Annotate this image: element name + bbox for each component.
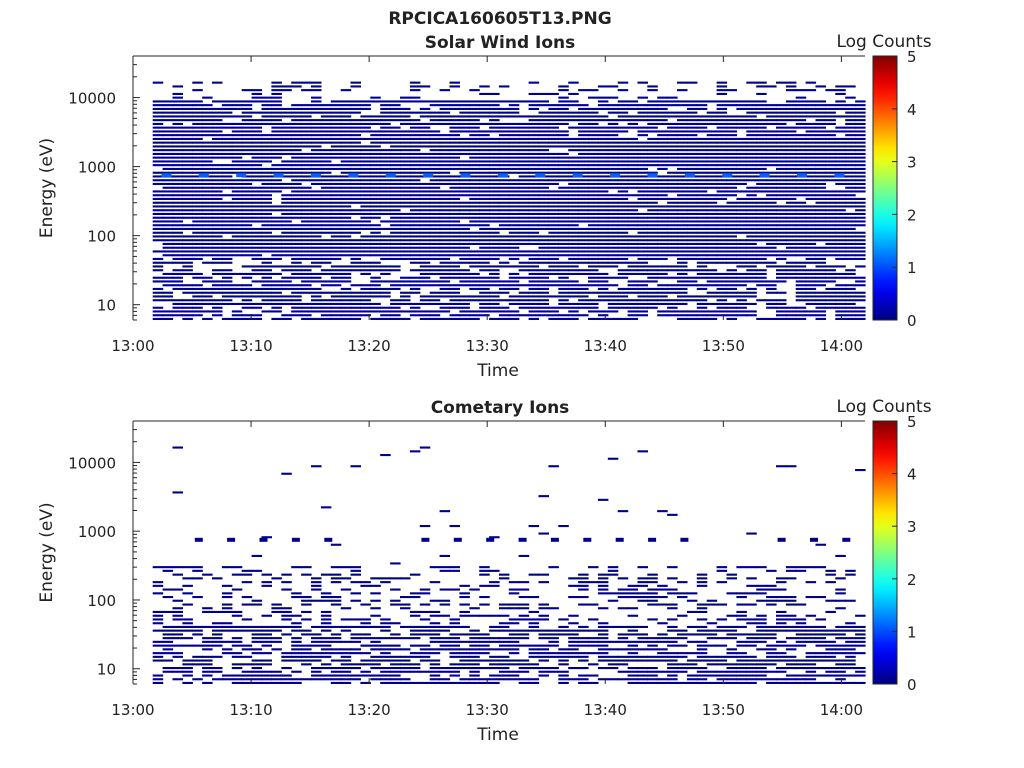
burst-marker	[648, 537, 657, 542]
peak-marker	[348, 173, 359, 178]
x-ticks: 13:00 13:10 13:20 13:30 13:40 13:50 14:00	[111, 56, 863, 355]
peak-marker	[797, 173, 807, 178]
y-tick-label: 100	[87, 228, 116, 246]
x-tick-label: 14:00	[820, 337, 863, 355]
burst-marker	[550, 537, 559, 542]
colorbar-tick-label: 4	[907, 101, 917, 119]
x-ticks: 13:00 13:10 13:20 13:30 13:40 13:50 14:00	[111, 421, 863, 719]
peak-marker	[460, 173, 471, 178]
burst-marker	[259, 537, 268, 542]
burst-marker	[453, 537, 462, 542]
colorbar-label: Log Counts	[836, 32, 931, 52]
panel-title: Cometary Ions	[431, 398, 570, 418]
colorbar-label: Log Counts	[836, 397, 931, 417]
panel-title: Solar Wind Ions	[425, 33, 576, 53]
burst-marker	[227, 537, 236, 542]
peak-marker	[497, 173, 508, 178]
x-tick-label: 13:00	[111, 337, 154, 355]
y-tick-label: 10000	[68, 454, 116, 472]
peak-marker	[759, 173, 770, 178]
x-axis-label: Time	[476, 361, 519, 381]
colorbar-tick-label: 0	[907, 312, 917, 330]
peak-marker	[572, 173, 583, 178]
colorbar-tick-label: 5	[907, 413, 917, 431]
colorbar-tick-label: 3	[907, 154, 917, 172]
y-tick-label: 10	[97, 661, 116, 679]
peak-marker	[423, 173, 434, 178]
figure-title: RPCICA160605T13.PNG	[388, 9, 611, 29]
x-tick-label: 13:50	[702, 337, 745, 355]
peak-marker	[236, 173, 247, 178]
x-tick-label: 13:40	[584, 337, 627, 355]
y-axis-label: Energy (eV)	[37, 502, 57, 602]
x-tick-label: 13:10	[229, 337, 272, 355]
burst-marker	[486, 537, 495, 542]
x-tick-label: 13:30	[466, 337, 509, 355]
burst-marker	[518, 537, 527, 542]
colorbar-tick-label: 4	[907, 466, 917, 484]
peak-marker	[198, 173, 209, 178]
y-tick-label: 1000	[78, 159, 116, 177]
burst-marker	[291, 537, 300, 542]
peak-marker	[535, 173, 546, 178]
y-tick-label: 10000	[68, 90, 116, 108]
burst-marker	[324, 537, 333, 542]
peak-marker	[722, 173, 733, 178]
x-tick-label: 14:00	[820, 701, 863, 719]
y-ticks: 10 100 1000 10000	[68, 55, 140, 321]
colorbar-tick-label: 2	[907, 206, 917, 224]
x-tick-label: 13:40	[584, 701, 627, 719]
peak-marker	[311, 173, 321, 178]
colorbar-gradient	[872, 55, 898, 321]
x-tick-label: 13:20	[348, 337, 391, 355]
x-tick-label: 13:50	[702, 701, 745, 719]
colorbar-tick-label: 3	[907, 518, 917, 536]
x-axis-label: Time	[476, 725, 519, 745]
x-tick-label: 13:20	[348, 701, 391, 719]
y-ticks: 10 100 1000 10000	[68, 420, 140, 685]
peak-marker	[273, 173, 284, 178]
burst-marker	[777, 537, 786, 542]
colorbar-tick-label: 1	[907, 623, 917, 641]
burst-marker	[421, 537, 430, 542]
peak-markers	[161, 173, 845, 178]
peak-marker	[610, 173, 621, 178]
peak-marker	[834, 173, 845, 178]
burst-marker	[810, 537, 818, 542]
colorbar-tick-label: 1	[907, 259, 917, 277]
x-tick-label: 13:00	[111, 701, 154, 719]
colorbar-tick-label: 2	[907, 571, 917, 589]
plot-area	[133, 421, 865, 684]
peak-marker	[647, 173, 658, 178]
colorbar-tick-label: 5	[907, 48, 917, 66]
peak-marker	[385, 173, 396, 178]
peak-marker	[684, 173, 695, 178]
peak-marker	[161, 173, 172, 178]
y-tick-label: 10	[97, 297, 116, 315]
y-tick-label: 1000	[78, 523, 116, 541]
x-tick-label: 13:10	[229, 701, 272, 719]
heatmap-cells	[152, 81, 866, 320]
burst-marker	[842, 537, 851, 542]
burst-marker	[583, 537, 592, 542]
burst-marker	[615, 537, 624, 542]
burst-marker	[680, 537, 689, 542]
y-tick-label: 100	[87, 592, 116, 610]
x-tick-label: 13:30	[466, 701, 509, 719]
colorbar-gradient	[872, 420, 898, 685]
burst-marker	[194, 537, 203, 542]
heatmap-cells	[152, 446, 866, 684]
y-axis-label: Energy (eV)	[37, 138, 57, 238]
colorbar-tick-label: 0	[907, 676, 917, 694]
burst-markers	[194, 537, 851, 542]
